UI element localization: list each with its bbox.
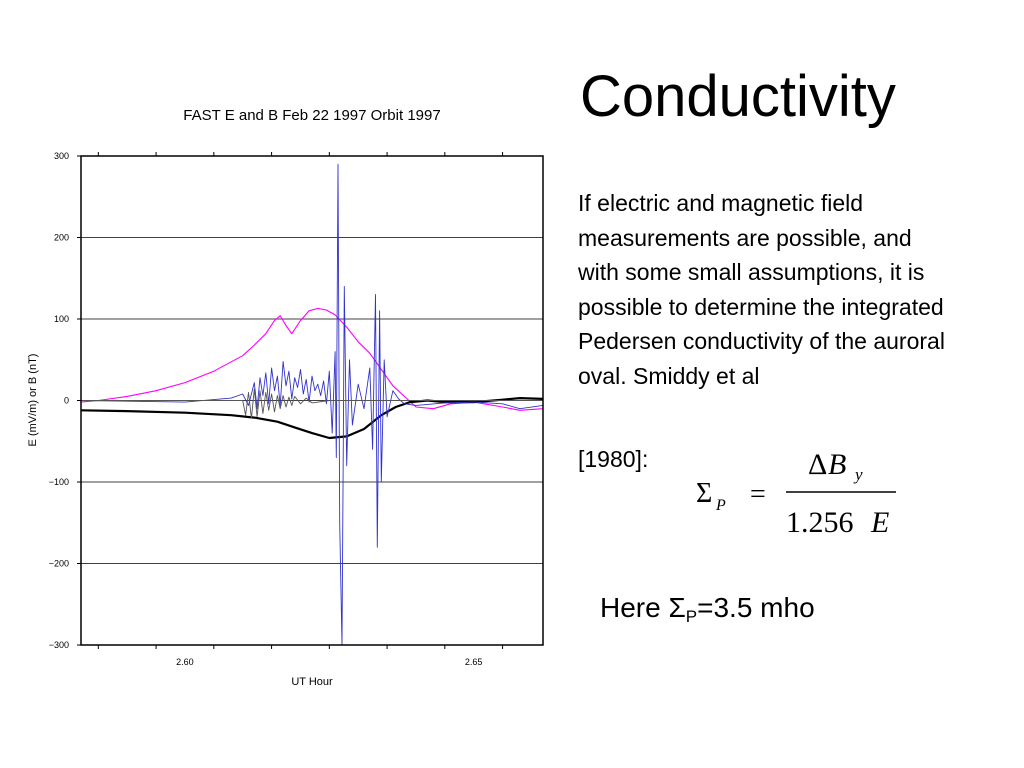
equation-delta: Δ bbox=[808, 448, 827, 481]
result-prefix: Here Σ bbox=[600, 592, 686, 623]
series-line bbox=[80, 307, 544, 411]
y-tick-label: 100 bbox=[54, 314, 69, 324]
equation-denominator-variable: E bbox=[870, 506, 889, 539]
y-tick-label: −100 bbox=[49, 477, 69, 487]
series-line bbox=[81, 388, 543, 419]
y-tick-label: 0 bbox=[64, 396, 69, 406]
reference-text: [1980]: bbox=[578, 446, 649, 472]
equation-sigma-subscript: P bbox=[715, 497, 726, 514]
series-lines bbox=[80, 163, 544, 646]
x-tick-label: 2.65 bbox=[465, 657, 483, 667]
y-tick-label: −200 bbox=[49, 559, 69, 569]
body-text: If electric and magnetic field measureme… bbox=[578, 190, 945, 389]
series-line bbox=[80, 397, 544, 440]
field-chart: FAST E and B Feb 22 1997 Orbit 1997 300 2… bbox=[27, 107, 544, 688]
equation-sigma: Σ bbox=[696, 478, 712, 509]
equation-numerator-subscript: y bbox=[853, 465, 863, 484]
slide-title: Conductivity bbox=[580, 64, 896, 129]
y-axis-title: E (mV/m) or B (nT) bbox=[27, 354, 39, 447]
plot-frame bbox=[80, 155, 544, 646]
y-tick-labels: 300 200 100 0 −100 −200 −300 bbox=[49, 151, 69, 650]
y-tick-label: 300 bbox=[54, 151, 69, 161]
x-tick-labels: 2.60 2.65 bbox=[176, 657, 482, 667]
chart-title: FAST E and B Feb 22 1997 Orbit 1997 bbox=[183, 107, 440, 124]
conductivity-equation: Σ P = Δ B y 1.256 E bbox=[696, 448, 896, 539]
y-tick-label: 200 bbox=[54, 233, 69, 243]
x-tick-label: 2.60 bbox=[176, 657, 194, 667]
result-subscript: P bbox=[685, 607, 698, 626]
equation-equals: = bbox=[750, 479, 766, 510]
result-suffix: =3.5 mho bbox=[697, 592, 815, 623]
equation-numerator-variable: B bbox=[828, 448, 846, 481]
result-text: Here ΣP=3.5 mho bbox=[600, 590, 815, 635]
y-tick-label: −300 bbox=[49, 640, 69, 650]
equation-denominator-constant: 1.256 bbox=[786, 506, 854, 539]
x-axis-title: UT Hour bbox=[291, 676, 333, 688]
series-line bbox=[80, 163, 544, 646]
